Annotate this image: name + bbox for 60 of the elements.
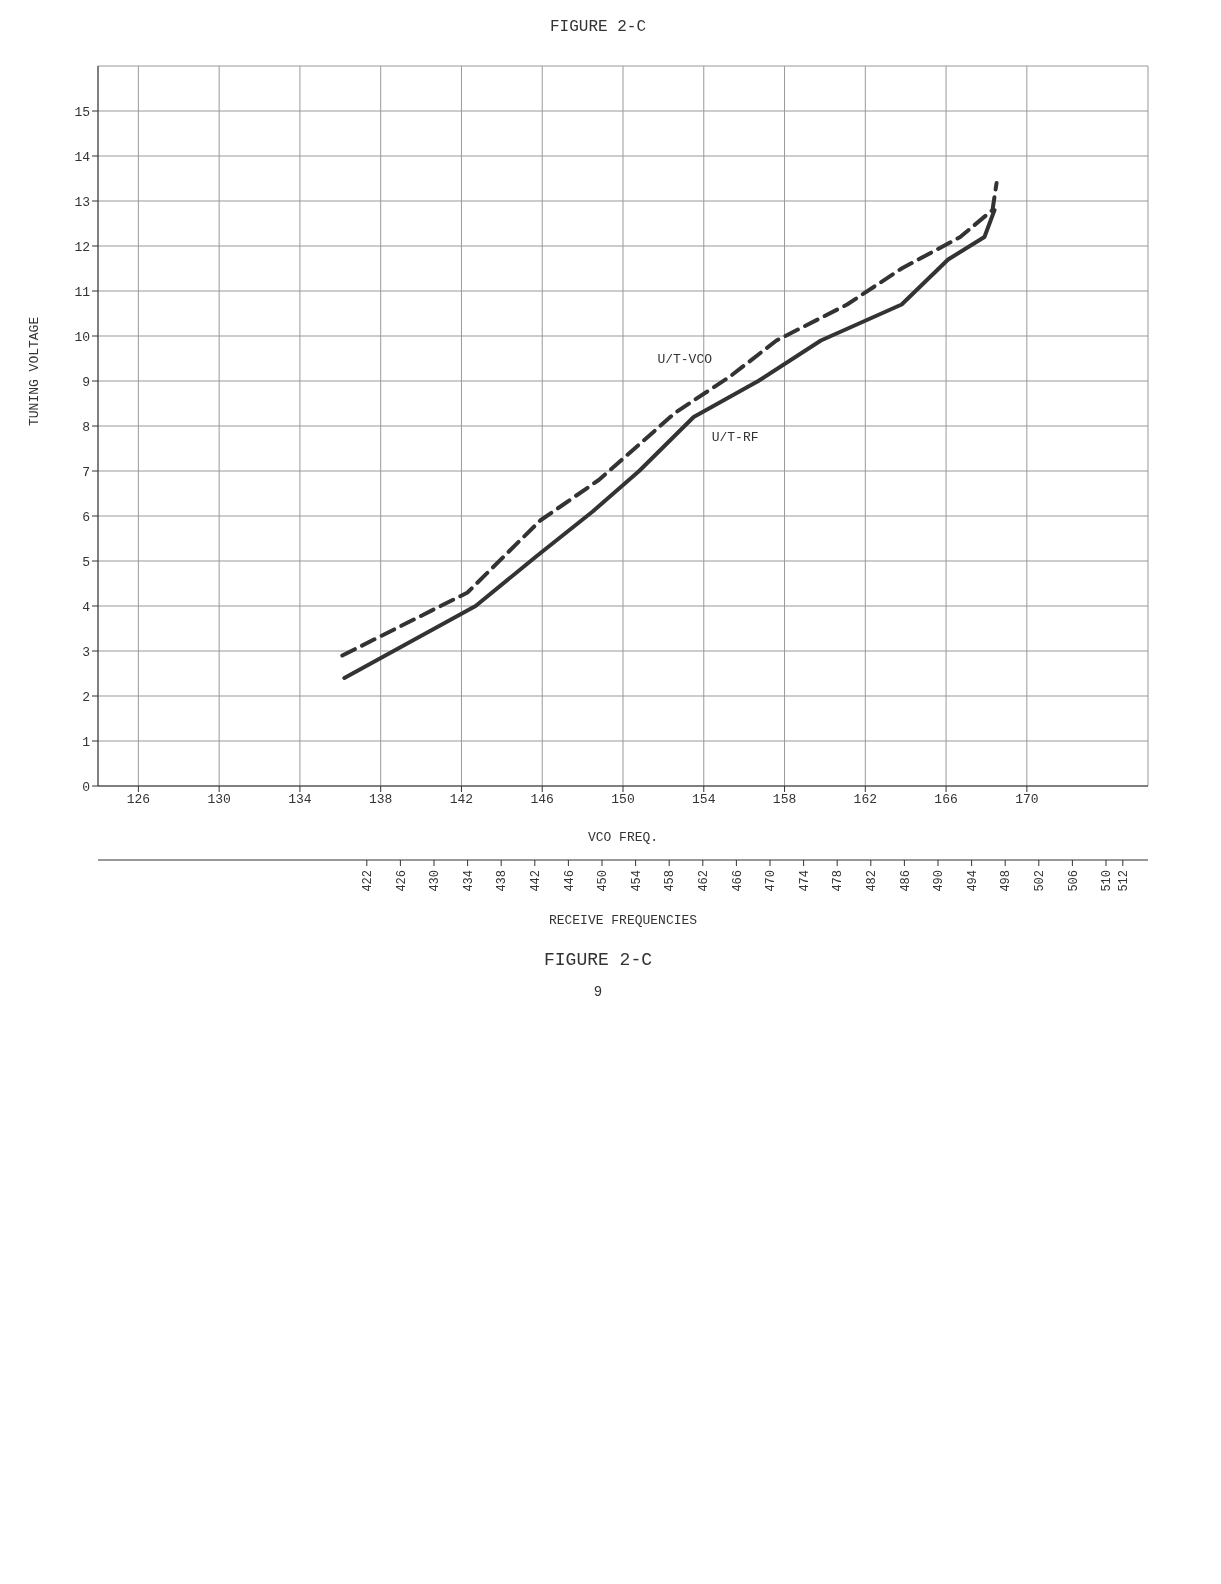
y-tick-label: 2 [82, 689, 90, 705]
x2-tick-label: 482 [865, 870, 879, 892]
chart-title: FIGURE 2-C [549, 17, 647, 38]
y-tick-label: 4 [82, 599, 91, 615]
x2-tick-label: 454 [629, 870, 644, 892]
x-tick-label: 134 [288, 792, 312, 808]
x-tick-label: 126 [126, 792, 151, 808]
y-tick-label: 15 [74, 104, 90, 120]
x-tick-label: 158 [772, 792, 797, 808]
y-axis-title: TUNING VOLTAGE [26, 316, 42, 426]
x2-tick-label: 466 [730, 870, 745, 892]
x2-tick-label: 502 [1033, 870, 1047, 892]
x2-tick-label: 510 [1100, 870, 1115, 892]
x2-tick-label: 422 [361, 870, 375, 892]
y-tick-label: 5 [82, 554, 90, 570]
x-tick-label: 142 [449, 792, 474, 808]
x2-tick-label: 438 [495, 870, 510, 892]
x2-tick-label: 470 [764, 870, 779, 892]
y-tick-label: 6 [82, 509, 90, 525]
x-tick-label: 166 [934, 792, 958, 808]
text: 9 [592, 984, 604, 1000]
caption: FIGURE 2-C [543, 950, 653, 970]
x-tick-label: 150 [611, 792, 635, 808]
x2-tick-label: 474 [797, 870, 812, 892]
y-tick-label: 0 [82, 779, 90, 795]
x2-tick-label: 512 [1117, 870, 1131, 892]
x2-tick-label: 506 [1066, 870, 1081, 892]
x2-tick-label: 434 [461, 870, 476, 892]
y-tick-label: 3 [82, 644, 90, 660]
y-tick-label: 12 [74, 239, 90, 255]
x2-tick-label: 498 [999, 870, 1014, 892]
y-tick-label: 9 [82, 374, 90, 390]
y-tick-label: 14 [74, 149, 91, 165]
x2-tick-label: 458 [663, 870, 678, 892]
x2-tick-label: 478 [831, 870, 846, 892]
x2-tick-label: 450 [596, 870, 611, 892]
x-axis-title: VCO FREQ. [587, 830, 659, 845]
x-tick-label: 130 [207, 792, 231, 808]
x2-tick-label: 486 [898, 870, 913, 892]
y-tick-label: 7 [82, 464, 90, 480]
x-tick-label: 154 [692, 792, 716, 808]
series-label: U/T-VCO [657, 351, 713, 367]
x-tick-label: 162 [853, 792, 878, 808]
x-tick-label: 138 [368, 792, 393, 808]
y-tick-label: 13 [74, 194, 90, 210]
x2-tick-label: 446 [562, 870, 577, 892]
y-tick-label: 1 [82, 734, 91, 750]
x2-tick-label: 442 [529, 870, 543, 892]
x2-tick-label: 426 [394, 870, 409, 892]
x2-tick-label: 490 [932, 870, 947, 892]
x-tick-label: 170 [1015, 792, 1039, 808]
x-tick-label: 146 [530, 792, 554, 808]
y-tick-label: 10 [74, 329, 90, 345]
x2-tick-label: 430 [428, 870, 443, 892]
y-tick-label: 8 [82, 419, 90, 435]
x2-tick-label: 494 [965, 870, 980, 892]
x2-tick-label: 462 [697, 870, 711, 892]
y-tick-label: 11 [74, 284, 91, 300]
x2-axis-title: RECEIVE FREQUENCIES [548, 913, 698, 928]
series-label: U/T-RF [711, 430, 759, 445]
